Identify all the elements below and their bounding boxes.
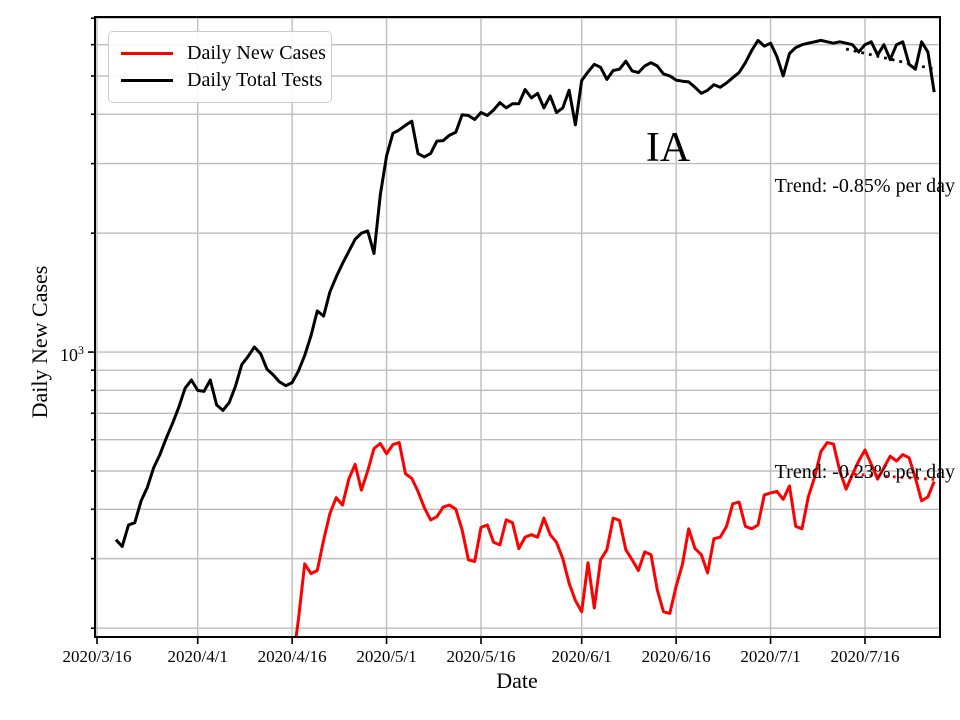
cases-trend-annotation: Trend: -0.23% per day bbox=[774, 461, 955, 483]
tick-marks bbox=[88, 17, 866, 644]
state-annotation: IA bbox=[645, 125, 691, 171]
series-daily-total-tests bbox=[114, 38, 936, 548]
red-line-swatch bbox=[121, 52, 173, 55]
x-tick-label: 2020/5/16 bbox=[446, 647, 516, 666]
x-tick-label: 2020/6/1 bbox=[551, 647, 612, 666]
x-tick-label: 2020/6/16 bbox=[641, 647, 711, 666]
y-axis-major-tick-label: 103 bbox=[44, 343, 84, 366]
black-line-swatch bbox=[121, 79, 173, 82]
series-daily-new-cases bbox=[294, 441, 936, 637]
x-axis-label: Date bbox=[496, 668, 538, 693]
legend-label: Daily New Cases bbox=[187, 42, 326, 64]
x-tick-label: 2020/7/1 bbox=[740, 647, 801, 666]
x-tick-label: 2020/4/16 bbox=[257, 647, 327, 666]
x-tick-label: 2020/5/1 bbox=[356, 647, 417, 666]
tests-trend-annotation: Trend: -0.85% per day bbox=[774, 175, 955, 197]
x-tick-label: 2020/7/16 bbox=[830, 647, 900, 666]
legend-item-daily-total-tests: Daily Total Tests bbox=[109, 67, 331, 94]
x-tick-label: 2020/4/1 bbox=[167, 647, 228, 666]
legend-label: Daily Total Tests bbox=[187, 69, 323, 91]
series-lines bbox=[114, 38, 936, 637]
legend-item-daily-new-cases: Daily New Cases bbox=[109, 40, 331, 67]
legend: Daily New Cases Daily Total Tests bbox=[108, 31, 332, 103]
y-tick-base: 10 bbox=[60, 345, 78, 365]
y-tick-exponent: 3 bbox=[78, 343, 84, 357]
x-tick-label: 2020/3/16 bbox=[62, 647, 132, 666]
y-axis-label: Daily New Cases bbox=[27, 265, 52, 419]
plot-border bbox=[94, 16, 941, 638]
